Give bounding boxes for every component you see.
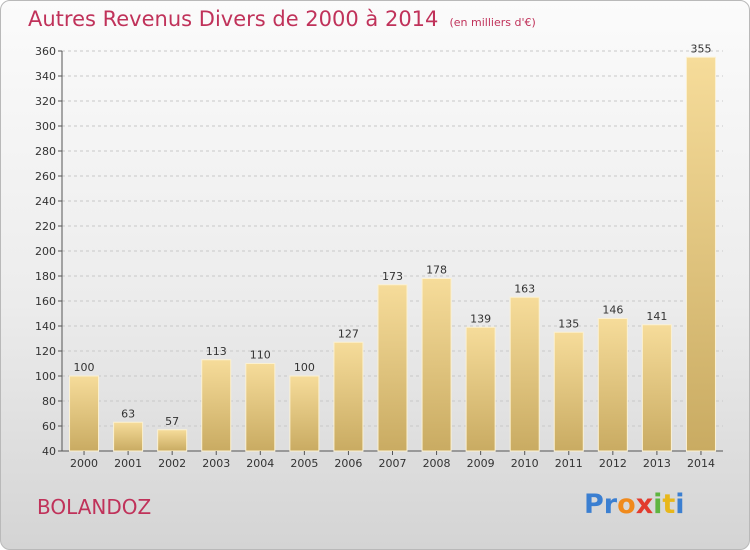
data-label: 63	[121, 407, 135, 420]
data-label: 178	[426, 264, 447, 277]
data-label: 110	[250, 349, 271, 362]
data-label: 355	[690, 42, 711, 55]
x-tick-label: 2011	[555, 457, 583, 470]
chart-subtitle: (en milliers d'€)	[449, 16, 536, 29]
y-tick-label: 320	[35, 95, 56, 108]
bar	[685, 56, 716, 452]
x-tick-label: 2004	[246, 457, 274, 470]
data-label: 141	[646, 310, 667, 323]
x-tick-label: 2002	[158, 457, 186, 470]
x-tick-label: 2013	[643, 457, 671, 470]
bar	[421, 278, 452, 452]
data-label: 163	[514, 282, 535, 295]
chart-title: Autres Revenus Divers de 2000 à 2014	[28, 7, 439, 31]
y-tick-label: 340	[35, 70, 56, 83]
bar	[377, 284, 408, 452]
y-tick-label: 60	[42, 420, 56, 433]
bar	[245, 363, 276, 452]
y-tick-label: 200	[35, 245, 56, 258]
x-tick-label: 2003	[202, 457, 230, 470]
y-tick-label: 240	[35, 195, 56, 208]
data-label: 57	[165, 415, 179, 428]
y-tick-label: 80	[42, 395, 56, 408]
y-tick-label: 140	[35, 320, 56, 333]
bar	[201, 359, 232, 452]
x-tick-label: 2007	[379, 457, 407, 470]
bar	[69, 375, 100, 452]
data-label: 127	[338, 327, 359, 340]
y-tick-label: 360	[35, 45, 56, 58]
x-tick-label: 2010	[511, 457, 539, 470]
x-tick-label: 2012	[599, 457, 627, 470]
logo-letter: i	[653, 489, 663, 520]
x-tick-label: 2009	[467, 457, 495, 470]
logo-letter: t	[662, 489, 676, 520]
bar	[289, 375, 320, 452]
data-label: 135	[558, 317, 579, 330]
x-tick-label: 2000	[70, 457, 98, 470]
bar	[641, 324, 672, 452]
bar	[553, 331, 584, 452]
y-tick-label: 160	[35, 295, 56, 308]
bar	[465, 326, 496, 452]
logo-letter: r	[603, 489, 618, 520]
data-label: 173	[382, 270, 403, 283]
bar	[157, 429, 188, 452]
x-tick-label: 2001	[114, 457, 142, 470]
place-name: BOLANDOZ	[37, 495, 152, 519]
x-tick-label: 2005	[290, 457, 318, 470]
bar	[509, 296, 540, 452]
data-label: 139	[470, 312, 491, 325]
y-tick-label: 40	[42, 445, 56, 458]
x-tick-label: 2008	[423, 457, 451, 470]
data-label: 113	[206, 345, 227, 358]
y-tick-label: 280	[35, 145, 56, 158]
logo-letter: P	[584, 489, 604, 520]
data-label: 100	[74, 361, 95, 374]
logo-letter: x	[635, 489, 654, 520]
bar	[113, 421, 144, 452]
data-label: 146	[602, 304, 623, 317]
bar	[597, 318, 628, 452]
logo-letter: o	[617, 489, 636, 520]
y-tick-label: 260	[35, 170, 56, 183]
y-tick-label: 100	[35, 370, 56, 383]
chart-title-block: Autres Revenus Divers de 2000 à 2014 (en…	[28, 7, 536, 31]
y-tick-label: 220	[35, 220, 56, 233]
y-tick-label: 120	[35, 345, 56, 358]
y-tick-label: 180	[35, 270, 56, 283]
x-tick-label: 2014	[687, 457, 715, 470]
proxiti-logo: Proxiti	[584, 489, 685, 520]
bar	[333, 341, 364, 452]
y-tick-label: 300	[35, 120, 56, 133]
logo-letter: i	[675, 489, 685, 520]
x-tick-label: 2006	[334, 457, 362, 470]
data-label: 100	[294, 361, 315, 374]
